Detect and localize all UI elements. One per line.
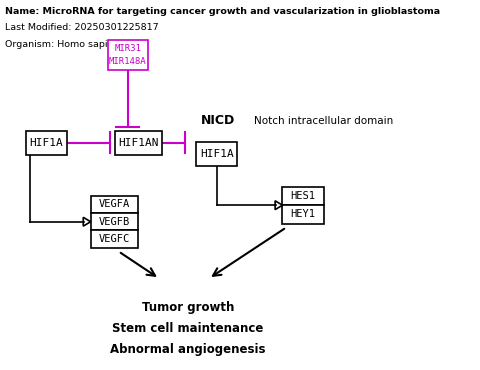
Text: HEY1: HEY1 (290, 209, 315, 219)
Text: Tumor growth: Tumor growth (142, 301, 234, 314)
Text: Notch intracellular domain: Notch intracellular domain (254, 116, 393, 126)
FancyBboxPatch shape (108, 40, 148, 70)
Text: HIF1A: HIF1A (200, 149, 234, 159)
Text: Name: MicroRNA for targeting cancer growth and vascularization in glioblastoma: Name: MicroRNA for targeting cancer grow… (5, 7, 441, 16)
FancyBboxPatch shape (91, 213, 138, 231)
FancyBboxPatch shape (26, 131, 67, 155)
Text: Stem cell maintenance: Stem cell maintenance (112, 322, 264, 335)
Text: Last Modified: 20250301225817: Last Modified: 20250301225817 (5, 23, 159, 33)
Text: VEGFC: VEGFC (98, 234, 130, 244)
Text: Organism: Homo sapiens: Organism: Homo sapiens (5, 40, 125, 49)
Text: HIF1A: HIF1A (30, 138, 63, 148)
FancyBboxPatch shape (115, 131, 162, 155)
Text: HES1: HES1 (290, 191, 315, 201)
FancyBboxPatch shape (283, 187, 324, 205)
Text: VEGFA: VEGFA (98, 199, 130, 209)
Text: MIR31: MIR31 (114, 44, 141, 53)
Text: Abnormal angiogenesis: Abnormal angiogenesis (110, 343, 266, 356)
FancyBboxPatch shape (91, 231, 138, 248)
Text: NICD: NICD (201, 114, 235, 127)
FancyBboxPatch shape (196, 142, 237, 166)
Text: HIF1AN: HIF1AN (119, 138, 159, 148)
FancyBboxPatch shape (283, 205, 324, 223)
FancyBboxPatch shape (91, 196, 138, 213)
Text: VEGFB: VEGFB (98, 217, 130, 227)
Text: MIR148A: MIR148A (109, 57, 146, 66)
